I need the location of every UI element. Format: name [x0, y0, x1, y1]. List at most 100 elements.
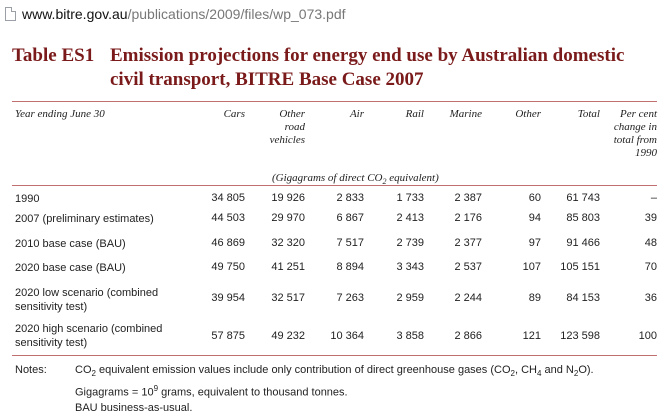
col-header-rail: Rail: [405, 108, 424, 120]
table-top-rule: [12, 101, 657, 102]
row-label: 2020 low scenario (combined sensitivity …: [15, 287, 159, 313]
cell-total: 61 743: [566, 192, 600, 204]
note-text: O).: [578, 364, 594, 376]
url-path: /publications/2009/files/wp_073.pdf: [127, 6, 346, 22]
cell-other-road: 41 251: [271, 261, 305, 273]
row-label: 2020 base case (BAU): [15, 262, 126, 274]
cell-cars: 44 503: [211, 212, 245, 224]
cell-cars: 46 869: [211, 237, 245, 249]
col-header-pct-line: total from: [613, 134, 657, 146]
units-suffix: equivalent): [386, 172, 439, 184]
table-label: Table ES1: [12, 45, 95, 66]
note-text: and N: [541, 364, 574, 376]
cell-air: 7 517: [336, 237, 364, 249]
cell-other: 107: [522, 261, 541, 273]
table-bottom-rule: [12, 355, 657, 356]
note-sub: 2: [91, 369, 96, 379]
col-header-air: Air: [349, 108, 364, 120]
cell-marine: 2 244: [454, 292, 482, 304]
cell-total: 84 153: [566, 292, 600, 304]
notes-label: Notes:: [15, 364, 47, 376]
row-label: 2007 (preliminary estimates): [15, 213, 154, 225]
address-bar[interactable]: www.bitre.gov.au/publications/2009/files…: [0, 0, 666, 30]
row-label: 1990: [15, 193, 40, 205]
col-header-pct-change: Per cent change in total from 1990: [600, 108, 657, 160]
note-text: Gigagrams = 10: [75, 386, 154, 399]
units-prefix: (Gigagrams of direct CO: [272, 172, 383, 184]
cell-total: 91 466: [566, 237, 600, 249]
cell-marine: 2 537: [454, 261, 482, 273]
cell-total: 105 151: [560, 261, 600, 273]
cell-air: 10 364: [330, 330, 364, 342]
note-line: Gigagrams = 109 grams, equivalent to tho…: [75, 381, 660, 401]
row-label: 2020 high scenario (combined sensitivity…: [15, 323, 163, 349]
note-line: CO2 equivalent emission values include o…: [75, 363, 660, 381]
cell-other: 94: [528, 212, 541, 224]
col-header-pct-line: change in: [613, 121, 657, 133]
cell-air: 6 867: [336, 212, 364, 224]
col-header-pct-line: 1990: [635, 147, 657, 159]
url-host: www.bitre.gov.au: [22, 6, 128, 22]
cell-other-road: 49 232: [271, 330, 305, 342]
table-title-text: Emission projections for energy end use …: [110, 45, 625, 90]
cell-rail: 1 733: [396, 192, 424, 204]
units-label: (Gigagrams of direct CO2 equivalent): [272, 172, 439, 186]
col-header-other-road-line: Other: [279, 108, 305, 120]
cell-other: 121: [522, 330, 541, 342]
cell-air: 8 894: [336, 261, 364, 273]
page-icon: [5, 7, 16, 21]
cell-rail: 2 959: [396, 292, 424, 304]
cell-other-road: 19 926: [271, 192, 305, 204]
note-text: grams, equivalent to thousand tonnes.: [158, 386, 348, 399]
cell-total: 123 598: [560, 330, 600, 342]
col-header-year: Year ending June 30: [15, 108, 105, 120]
col-header-other-road-line: vehicles: [269, 134, 305, 146]
cell-rail: 2 739: [396, 237, 424, 249]
note-sub: 2: [510, 369, 515, 379]
cell-pct-change: 100: [638, 330, 657, 342]
header-rule: [12, 185, 657, 186]
notes-body: CO2 equivalent emission values include o…: [75, 363, 660, 416]
cell-marine: 2 176: [454, 212, 482, 224]
col-header-cars: Cars: [223, 108, 245, 120]
cell-other-road: 29 970: [271, 212, 305, 224]
cell-other: 89: [528, 292, 541, 304]
note-sub: 2: [573, 369, 579, 379]
cell-pct-change: –: [650, 192, 657, 204]
cell-cars: 49 750: [211, 261, 245, 273]
cell-pct-change: 70: [644, 261, 657, 273]
note-sub: 4: [536, 369, 542, 379]
units-sub: 2: [382, 177, 387, 187]
col-header-marine: Marine: [449, 108, 482, 120]
col-header-other-road-line: road: [284, 121, 305, 133]
col-header-other: Other: [515, 108, 541, 120]
cell-total: 85 803: [566, 212, 600, 224]
cell-rail: 3 858: [396, 330, 424, 342]
cell-air: 2 833: [336, 192, 364, 204]
note-text: equivalent emission values include only …: [95, 364, 511, 376]
row-label: 2010 base case (BAU): [15, 238, 126, 250]
note-text: , CH: [514, 364, 537, 376]
cell-other-road: 32 517: [271, 292, 305, 304]
cell-marine: 2 866: [454, 330, 482, 342]
cell-pct-change: 39: [644, 212, 657, 224]
cell-other: 97: [528, 237, 541, 249]
note-line: BAU business-as-usual.: [75, 401, 193, 414]
note-text: CO: [75, 364, 92, 376]
cell-marine: 2 387: [454, 192, 482, 204]
url-text[interactable]: www.bitre.gov.au/publications/2009/files…: [22, 6, 346, 22]
cell-other: 60: [528, 192, 541, 204]
col-header-pct-line: Per cent: [620, 108, 657, 120]
cell-air: 7 263: [336, 292, 364, 304]
cell-cars: 34 805: [211, 192, 245, 204]
cell-rail: 3 343: [396, 261, 424, 273]
cell-other-road: 32 320: [271, 237, 305, 249]
col-header-total: Total: [577, 108, 600, 120]
cell-pct-change: 48: [644, 237, 657, 249]
cell-rail: 2 413: [396, 212, 424, 224]
cell-cars: 57 875: [211, 330, 245, 342]
col-header-other-road: Other road vehicles: [255, 108, 305, 147]
note-sup: 9: [153, 384, 159, 394]
cell-marine: 2 377: [454, 237, 482, 249]
cell-cars: 39 954: [211, 292, 245, 304]
